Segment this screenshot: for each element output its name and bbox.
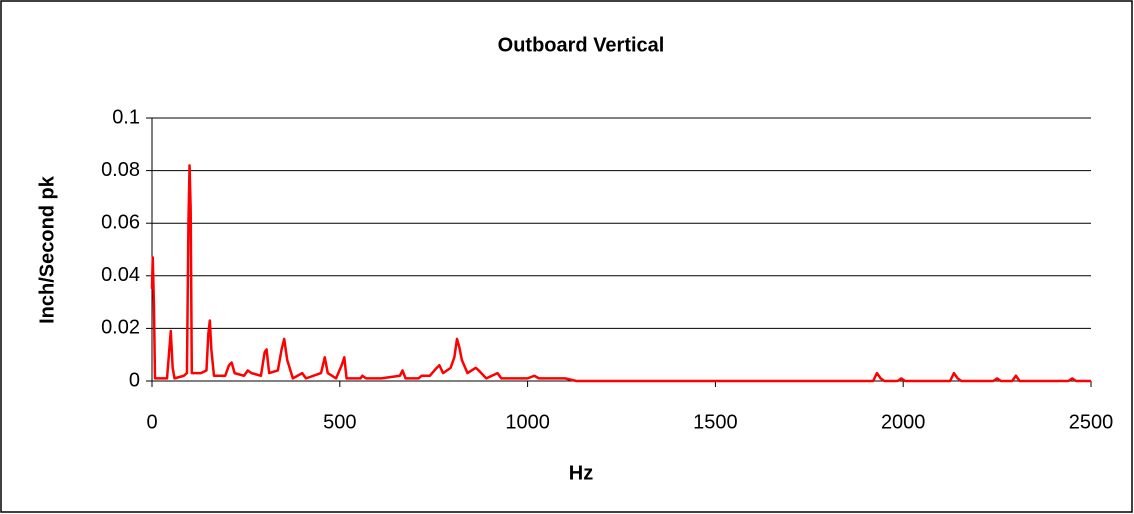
y-axis-label: Inch/Second pk: [36, 175, 58, 324]
y-tick-label: 0.06: [101, 211, 140, 233]
x-tick-label: 0: [146, 411, 157, 433]
chart-title: Outboard Vertical: [498, 34, 665, 56]
y-tick-label: 0.04: [101, 264, 140, 286]
y-tick-label: 0: [129, 369, 140, 391]
x-tick-label: 2000: [881, 411, 926, 433]
x-axis-label: Hz: [569, 462, 593, 484]
y-tick-label: 0.1: [112, 106, 140, 128]
y-tick-label: 0.02: [101, 317, 140, 339]
y-tick-label: 0.08: [101, 159, 140, 181]
data-line: [150, 164, 1091, 383]
x-tick-label: 500: [323, 411, 356, 433]
x-tick-label: 1000: [505, 411, 550, 433]
x-tick-label: 1500: [693, 411, 738, 433]
x-tick-label: 2500: [1069, 411, 1114, 433]
